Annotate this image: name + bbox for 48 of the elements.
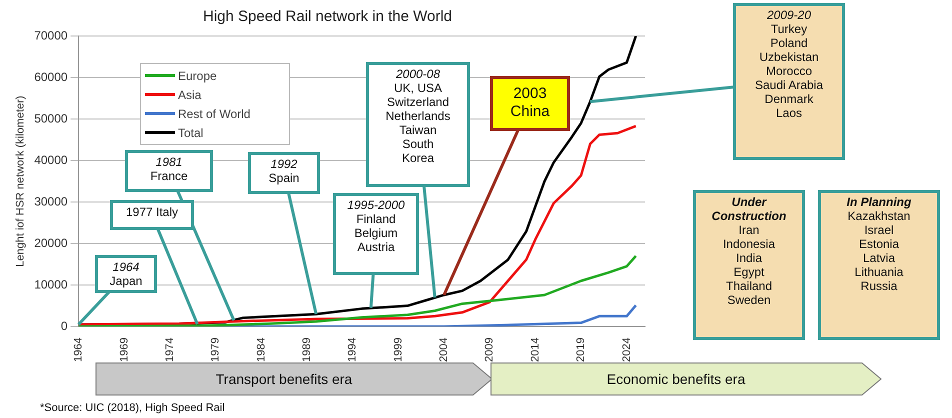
y-axis-title: Lenght iof HSR network (kilometer) [14, 96, 27, 267]
annotation: 1992 Spain [268, 157, 300, 185]
legend-label: Total [178, 126, 204, 140]
callout-box: 2003 China [490, 76, 570, 131]
annotation: 2009-20 Turkey Poland Uzbekistan Morocco Saudi Arabia Denmark Laos [754, 8, 824, 120]
y-tick-label: 40000 [34, 152, 68, 167]
y-tick-label: 60000 [34, 70, 68, 84]
y-tick-label: 50000 [34, 111, 68, 126]
callout-box: 2000-08 UK, USA Switzerland Netherlands Taiwan South Korea [366, 62, 470, 187]
text: *Source: UIC (2018), High Speed Rail [40, 402, 225, 414]
y-tick-label: 10000 [34, 277, 68, 292]
y-tick-label: 30000 [34, 194, 68, 208]
x-tick-label: 1989 [301, 338, 313, 362]
x-tick-label: 2014 [529, 338, 542, 362]
annotation: 1981 France [149, 155, 189, 183]
annotation: 1995-2000 Finland Belgium Austria [346, 198, 406, 254]
x-tick-label: 1969 [118, 338, 130, 362]
legend-label: Asia [178, 88, 202, 102]
legend-label: Rest of World [178, 106, 250, 120]
chart-title: High Speed Rail network in the World [202, 8, 452, 26]
callout-box: Under Construction Iran Indonesia India Egypt Thailand Sweden [693, 190, 805, 340]
callout-box: 1964 Japan [95, 255, 157, 293]
callout-box: 2009-20 Turkey Poland Uzbekistan Morocco Saudi Arabia Denmark Laos [733, 3, 845, 160]
x-tick-label: 2019 [575, 338, 588, 362]
annotation: 1964 Japan [108, 260, 144, 288]
legend-label: Europe [178, 68, 217, 82]
x-tick-label: 1979 [210, 338, 222, 362]
annotation: 1977 Italy [124, 205, 180, 219]
y-tick-label: 0 [60, 318, 68, 333]
y-tick-label: 70000 [34, 28, 68, 42]
text: Economic benefits era [606, 371, 746, 387]
x-tick-label: 2009 [484, 338, 496, 362]
callout-box: In Planning Kazakhstan Israel Estonia Latvia Lithuania Russia [818, 190, 940, 340]
callout-box: 1992 Spain [248, 152, 320, 194]
x-tick-label: 1994 [346, 338, 359, 362]
callout-box: 1995-2000 Finland Belgium Austria [333, 193, 419, 275]
x-tick-label: 2024 [620, 338, 633, 362]
x-tick-label: 1984 [255, 338, 268, 362]
x-tick-label: 2004 [438, 338, 450, 362]
x-tick-label: 1964 [72, 338, 85, 362]
x-tick-label: 1999 [392, 338, 404, 362]
x-tick-label: 1974 [164, 338, 176, 362]
callout-box: 1981 France [125, 150, 213, 192]
callout-box: 1977 Italy [110, 200, 194, 230]
annotation: 2000-08 UK, USA Switzerland Netherlands Taiwan South Korea [384, 67, 452, 165]
annotation: 2003 China [509, 85, 551, 121]
text: Transport benefits era [214, 371, 354, 387]
y-tick-label: 20000 [34, 236, 68, 250]
